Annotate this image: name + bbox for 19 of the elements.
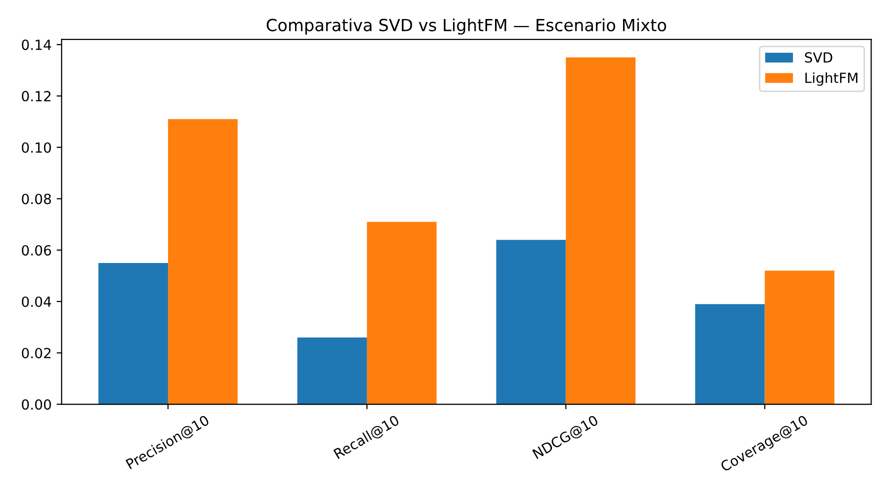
- bar: [98, 262, 168, 404]
- y-tick-label: 0.04: [22, 296, 52, 307]
- bar: [695, 304, 765, 404]
- bar: [297, 337, 367, 404]
- y-tick-label: 0.08: [22, 194, 51, 204]
- y-tick-label: 0.10: [22, 142, 51, 153]
- legend-label: LightFM: [805, 72, 858, 86]
- y-tick-label: 0.06: [22, 245, 52, 256]
- y-tick-label: 0.14: [22, 40, 52, 50]
- bar: [496, 240, 566, 404]
- y-tick-label: 0.12: [22, 90, 50, 102]
- y-tick-label: 0.00: [22, 399, 51, 410]
- chart-title: Comparativa SVD vs LightFM — Escenario Mixto: [266, 18, 666, 35]
- bar: [366, 222, 437, 404]
- bar: [168, 119, 238, 404]
- y-tick-label: 0.02: [22, 348, 50, 358]
- bar: [764, 270, 834, 404]
- bar: [566, 57, 636, 404]
- legend-label: SVD: [804, 52, 832, 63]
